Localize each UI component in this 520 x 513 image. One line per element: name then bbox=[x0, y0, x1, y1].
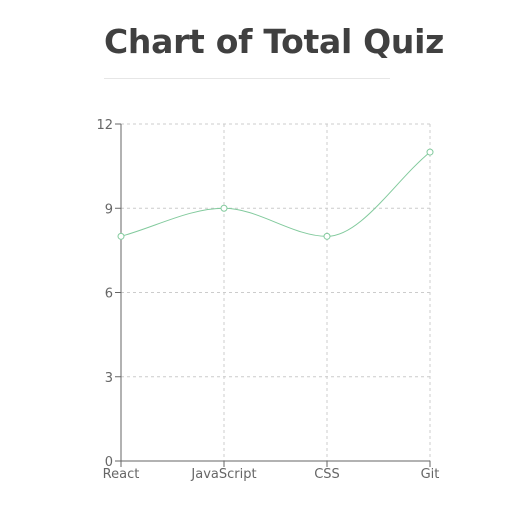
chart-axes bbox=[115, 123, 431, 467]
title-divider bbox=[104, 78, 390, 79]
y-tick-label: 6 bbox=[105, 287, 113, 302]
page-title: Chart of Total Quiz bbox=[104, 22, 445, 61]
data-point bbox=[323, 232, 331, 240]
chart-tick-labels: 0 3 6 9 12 React JavaScript CSS Git bbox=[96, 118, 439, 482]
x-tick-label: JavaScript bbox=[190, 467, 256, 482]
y-tick-label: 3 bbox=[105, 371, 113, 386]
data-point bbox=[426, 148, 434, 156]
x-tick-label: CSS bbox=[314, 467, 340, 482]
data-point bbox=[117, 232, 125, 240]
chart-grid bbox=[121, 123, 431, 461]
data-point bbox=[220, 204, 228, 212]
x-tick-label: Git bbox=[421, 467, 440, 482]
series-line bbox=[120, 151, 431, 237]
chart-series bbox=[117, 148, 434, 240]
y-tick-label: 9 bbox=[105, 202, 113, 217]
x-tick-label: React bbox=[103, 467, 140, 482]
y-tick-label: 0 bbox=[105, 455, 113, 470]
y-tick-label: 12 bbox=[96, 118, 113, 133]
